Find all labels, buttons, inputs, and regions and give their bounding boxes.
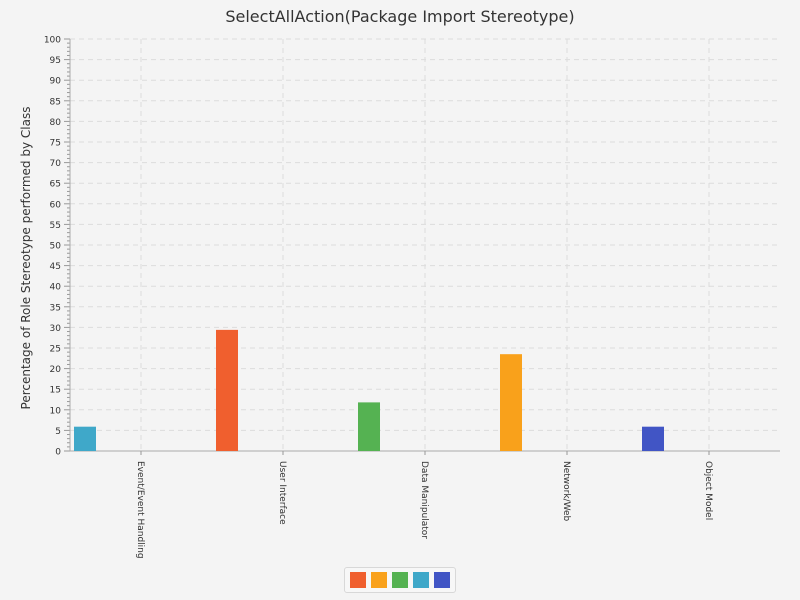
y-tick-label: 30 bbox=[50, 324, 62, 334]
y-tick-label: 75 bbox=[50, 139, 61, 149]
x-tick-label: Object Model bbox=[703, 461, 713, 520]
legend-swatch bbox=[413, 572, 429, 588]
legend-swatch bbox=[434, 572, 450, 588]
chart-title: SelectAllAction(Package Import Stereotyp… bbox=[225, 7, 575, 26]
x-tick-label: Data Manipulator bbox=[419, 461, 429, 539]
y-tick-label: 60 bbox=[50, 200, 62, 210]
legend-swatch bbox=[350, 572, 366, 588]
legend bbox=[344, 567, 456, 593]
y-tick-label: 85 bbox=[50, 97, 61, 107]
y-tick-label: 90 bbox=[50, 77, 62, 87]
y-tick-label: 0 bbox=[55, 448, 61, 458]
bar bbox=[216, 329, 238, 451]
y-tick-label: 15 bbox=[50, 386, 61, 396]
y-tick-label: 95 bbox=[50, 56, 61, 66]
y-tick-label: 10 bbox=[50, 406, 62, 416]
legend-swatch bbox=[371, 572, 387, 588]
bar bbox=[358, 402, 380, 451]
y-tick-label: 25 bbox=[50, 345, 61, 355]
legend-swatch bbox=[392, 572, 408, 588]
y-tick-label: 35 bbox=[50, 303, 61, 313]
y-tick-label: 65 bbox=[50, 180, 61, 190]
y-tick-label: 100 bbox=[44, 36, 61, 46]
y-tick-label: 70 bbox=[50, 159, 62, 169]
bar bbox=[74, 426, 96, 451]
x-tick-label: User Interface bbox=[277, 461, 287, 525]
y-tick-label: 40 bbox=[50, 283, 62, 293]
bar bbox=[642, 426, 664, 451]
y-tick-label: 45 bbox=[50, 262, 61, 272]
y-tick-label: 80 bbox=[50, 118, 62, 128]
x-tick-label: Network/Web bbox=[561, 461, 571, 522]
x-tick-label: Event/Event Handling bbox=[135, 461, 145, 559]
y-tick-label: 20 bbox=[50, 365, 62, 375]
y-tick-label: 5 bbox=[55, 427, 61, 437]
bar bbox=[500, 354, 522, 451]
y-tick-label: 50 bbox=[50, 242, 62, 252]
y-tick-label: 55 bbox=[50, 221, 61, 231]
